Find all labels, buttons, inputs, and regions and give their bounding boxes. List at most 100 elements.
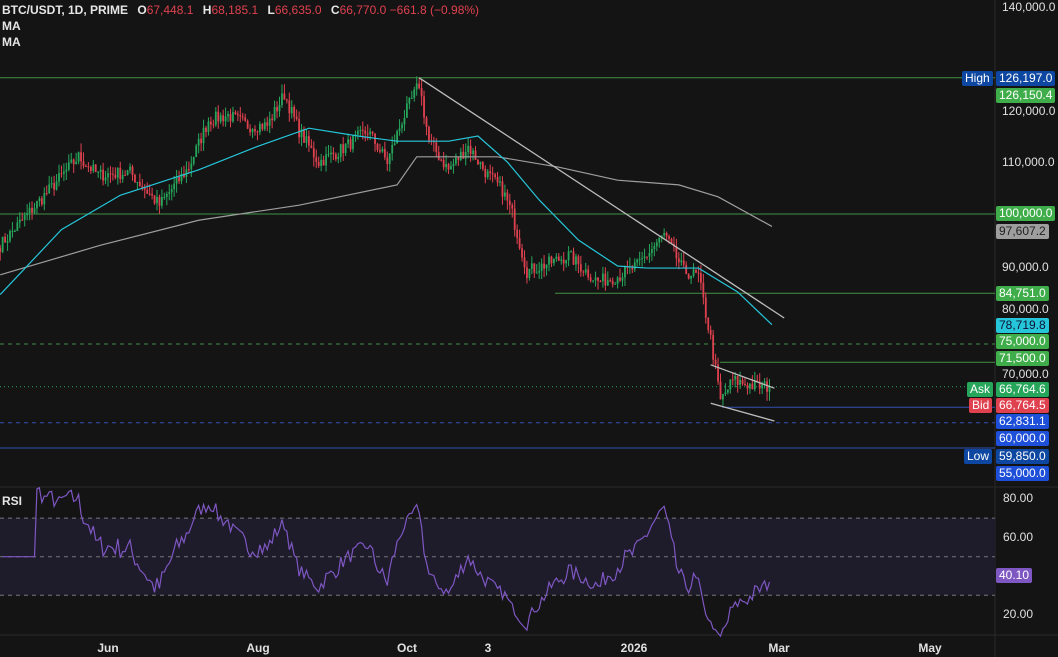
candle-body [749, 383, 751, 389]
candle-body [731, 379, 734, 381]
candle-body [112, 173, 114, 175]
candle-body [163, 197, 166, 199]
candle-body [440, 159, 443, 161]
candle-body [14, 230, 16, 232]
candle-body [423, 96, 425, 118]
candle-body [388, 153, 391, 165]
candle-body [173, 183, 176, 190]
candle-body [131, 166, 134, 175]
candle-body [190, 163, 193, 170]
candle-body [1, 236, 4, 252]
candle-body [334, 154, 337, 160]
candle-body [153, 195, 156, 204]
candle-body [697, 272, 700, 274]
candle-body [349, 139, 352, 150]
candle-body [700, 273, 702, 283]
candle-body [357, 131, 359, 135]
candle-body [726, 389, 729, 393]
low-price-tag: 59,850.0 [996, 449, 1049, 464]
candle-body [58, 173, 60, 182]
candle-body [310, 145, 313, 148]
candle-body [249, 128, 251, 133]
candle-body [722, 394, 724, 400]
candle-body [36, 201, 38, 209]
candle-body [337, 156, 340, 160]
candle-body [682, 260, 685, 265]
open-value: 67,448.1 [146, 3, 194, 17]
candle-body [508, 200, 511, 205]
price-tick: 80,000.0 [1002, 302, 1049, 316]
candle-body [75, 161, 78, 165]
candle-body [168, 192, 171, 194]
candle-body [406, 103, 408, 118]
candle-body [494, 174, 496, 177]
candle-body [425, 117, 428, 127]
candle-body [185, 169, 188, 177]
candle-body [266, 122, 269, 126]
candle-body [768, 386, 771, 392]
rsi-title[interactable]: RSI [2, 494, 23, 508]
ma-slow-tag: 97,607.2 [996, 224, 1049, 239]
candle-body [680, 260, 683, 263]
high-label: H [202, 3, 212, 17]
candle-body [330, 152, 332, 155]
candle-body [677, 258, 680, 263]
candle-body [109, 173, 112, 175]
candle-body [526, 267, 528, 278]
candle-body [381, 148, 384, 152]
candle-body [712, 334, 715, 360]
trendline [710, 364, 775, 389]
candle-body [383, 148, 386, 158]
candle-body [104, 177, 107, 181]
candle-body [276, 107, 278, 112]
candle-body [435, 142, 438, 153]
candle-body [663, 233, 666, 236]
candle-body [489, 171, 492, 174]
ma-slow-line [0, 156, 773, 276]
candle-body [587, 269, 590, 278]
candle-body [658, 237, 661, 243]
candle-body [437, 152, 440, 160]
candle-body [604, 273, 607, 286]
candle-body [633, 262, 636, 270]
candle-body [570, 251, 572, 253]
candle-body [584, 269, 587, 273]
candle-body [143, 187, 146, 190]
candle-body [298, 119, 300, 138]
candle-body [232, 112, 234, 122]
candle-body [376, 143, 379, 150]
trendline [418, 77, 785, 319]
candle-body [53, 183, 55, 190]
candle-body [562, 259, 565, 264]
candle-body [285, 99, 288, 101]
candle-body [739, 379, 741, 385]
candle-body [452, 163, 455, 167]
candle-body [521, 248, 523, 258]
price-tick: 140,000.0 [1002, 0, 1056, 14]
candle-body [146, 189, 149, 194]
candle-body [396, 131, 398, 144]
candle-body [55, 181, 58, 190]
candle-body [273, 107, 276, 121]
candle-body [592, 280, 594, 282]
candle-body [675, 246, 678, 259]
candle-body [474, 150, 477, 160]
time-tick: Mar [768, 641, 790, 655]
candle-body [535, 272, 538, 274]
ma-indicator-2[interactable]: MA [2, 35, 21, 49]
ma-indicator-1[interactable]: MA [2, 19, 21, 33]
candle-body [70, 159, 73, 163]
time-tick: Oct [396, 641, 418, 655]
candle-body [709, 329, 712, 335]
candle-body [180, 173, 183, 182]
price-tick: 120,000.0 [1002, 104, 1056, 118]
candle-body [158, 196, 161, 206]
candle-body [369, 131, 372, 135]
candle-body [92, 164, 95, 171]
candle-body [410, 97, 413, 99]
candle-body [303, 129, 305, 143]
candle-body [60, 173, 63, 175]
candle-body [288, 100, 291, 114]
candle-body [40, 198, 43, 205]
